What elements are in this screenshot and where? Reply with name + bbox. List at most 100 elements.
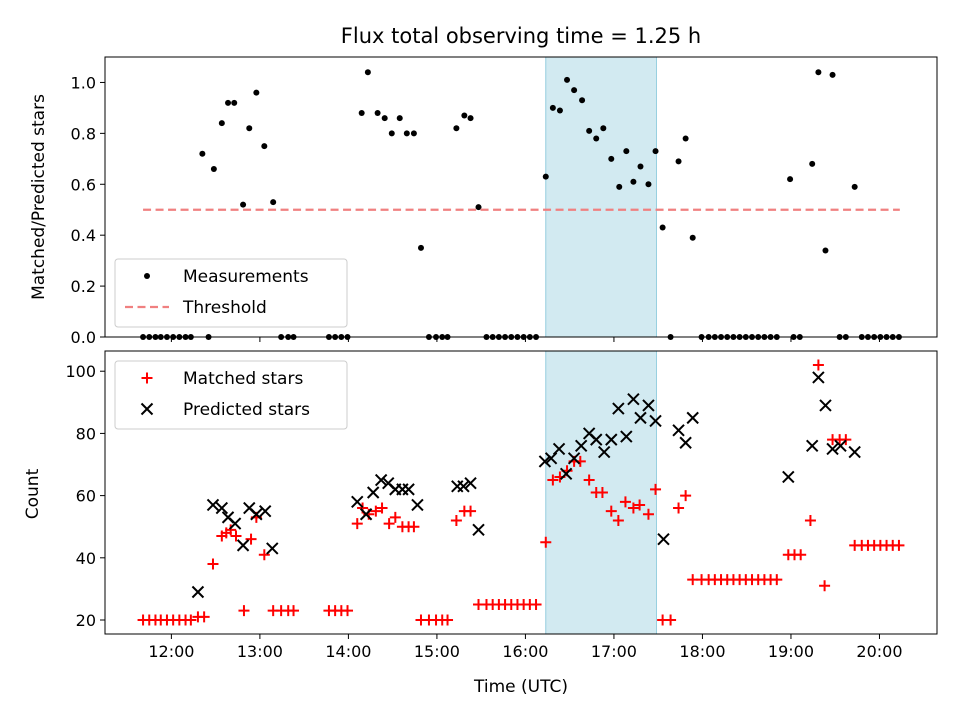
series-matched-stars [137, 359, 905, 626]
matched-star-point [804, 514, 816, 526]
y-tick-label: 60 [76, 487, 96, 506]
measurement-point [218, 120, 225, 127]
legend-label: Measurements [183, 267, 309, 287]
measurement-point [600, 125, 607, 132]
y-tick-label: 40 [76, 549, 96, 568]
predicted-star-point [590, 433, 603, 446]
predicted-star-point [686, 411, 699, 425]
predicted-star-point [657, 532, 670, 546]
predicted-star-point [206, 498, 220, 512]
measurement-point [815, 69, 822, 76]
matched-star-point [680, 490, 692, 502]
matched-star-point [612, 514, 624, 526]
predicted-star-point [597, 445, 611, 459]
x-tick-label: 14:00 [325, 642, 371, 661]
x-tick-label: 19:00 [768, 642, 814, 661]
predicted-star-point [782, 470, 795, 484]
measurement-point [381, 115, 388, 122]
matched-star-point [650, 483, 662, 495]
predicted-star-point [805, 439, 819, 453]
matched-star-point [408, 521, 420, 533]
predicted-star-point [411, 498, 424, 512]
predicted-star-point [266, 542, 279, 555]
y-tick-label: 80 [76, 424, 96, 443]
matched-star-point [812, 359, 824, 371]
matched-star-point [370, 505, 382, 517]
matched-star-point [185, 614, 197, 626]
matched-star-point [465, 505, 477, 517]
predicted-star-point [834, 439, 847, 453]
predicted-star-point [679, 436, 692, 449]
plot-layer: 0.0 0.2 0.4 0.6 0.8 1.0 Measurements Threshold 1… [65, 56, 938, 661]
predicted-star-point [215, 501, 229, 515]
matched-star-point [258, 549, 270, 561]
matched-star-point [634, 499, 646, 511]
axes-frame [104, 350, 938, 635]
predicted-star-point [191, 585, 205, 599]
measurement-point [542, 173, 549, 180]
measurement-point [453, 125, 460, 132]
matched-star-point [840, 434, 852, 446]
matched-star-point [351, 518, 363, 530]
matched-star-point [230, 530, 242, 542]
predicted-star-point [819, 399, 832, 412]
matched-star-point [288, 605, 300, 617]
measurement-point [231, 99, 238, 106]
y-tick-label: 0.4 [71, 226, 96, 245]
legend: Measurements Threshold [114, 258, 348, 328]
predicted-star-point [351, 495, 364, 509]
matched-star-point [442, 614, 454, 626]
measurement-point [682, 135, 689, 142]
predicted-star-point [627, 392, 640, 406]
measurement-point [616, 183, 623, 190]
chart-title: Flux total observing time = 1.25 h [341, 24, 701, 48]
matched-star-point [583, 474, 595, 486]
x-tick-label: 18:00 [679, 642, 725, 661]
y-tick-label: 0.0 [71, 328, 96, 347]
x-tick-label: 15:00 [414, 642, 460, 661]
measurement-point [270, 199, 277, 206]
predicted-star-point [567, 452, 581, 465]
matched-star-point [342, 605, 354, 617]
matched-star-point [376, 502, 388, 514]
measurement-point [467, 115, 474, 122]
legend-label: Predicted stars [183, 400, 310, 420]
measurement-point [403, 130, 410, 137]
matched-star-point [238, 605, 250, 617]
legend-label: Matched stars [183, 369, 303, 389]
y-tick-label: 0.2 [71, 277, 96, 296]
matched-star-point [198, 611, 210, 623]
predicted-star-point [472, 523, 485, 537]
measurement-point [240, 201, 247, 208]
top-y-axis-label: Matched/Predicted stars [29, 94, 49, 300]
measurement-point [549, 104, 556, 111]
measurement-point [556, 107, 563, 114]
legend-marker [144, 273, 150, 279]
matched-star-point [627, 502, 639, 514]
matched-star-point [771, 574, 783, 586]
y-tick-label: 0.6 [71, 175, 96, 194]
predicted-star-point [464, 476, 477, 490]
matched-star-point [547, 474, 559, 486]
measurement-point [225, 99, 232, 106]
y-tick-label: 0.8 [71, 124, 96, 143]
matched-star-point [245, 533, 257, 545]
x-tick-label: 17:00 [591, 642, 637, 661]
matched-star-point [605, 505, 617, 517]
measurement-point [787, 176, 794, 183]
measurement-point [261, 143, 268, 150]
legend-label: Threshold [182, 298, 267, 318]
measurement-point [410, 130, 417, 137]
predicted-star-point [605, 433, 618, 446]
measurement-point [374, 110, 381, 116]
matched-star-point [673, 502, 685, 514]
matched-star-point [389, 511, 401, 523]
matched-star-point [383, 518, 395, 530]
x-tick-label: 12:00 [148, 642, 194, 661]
measurement-point [388, 130, 395, 137]
predicted-star-point [612, 402, 625, 415]
predicted-star-point [812, 371, 825, 384]
measurement-point [475, 204, 482, 211]
y-tick-label: 100 [65, 362, 96, 381]
